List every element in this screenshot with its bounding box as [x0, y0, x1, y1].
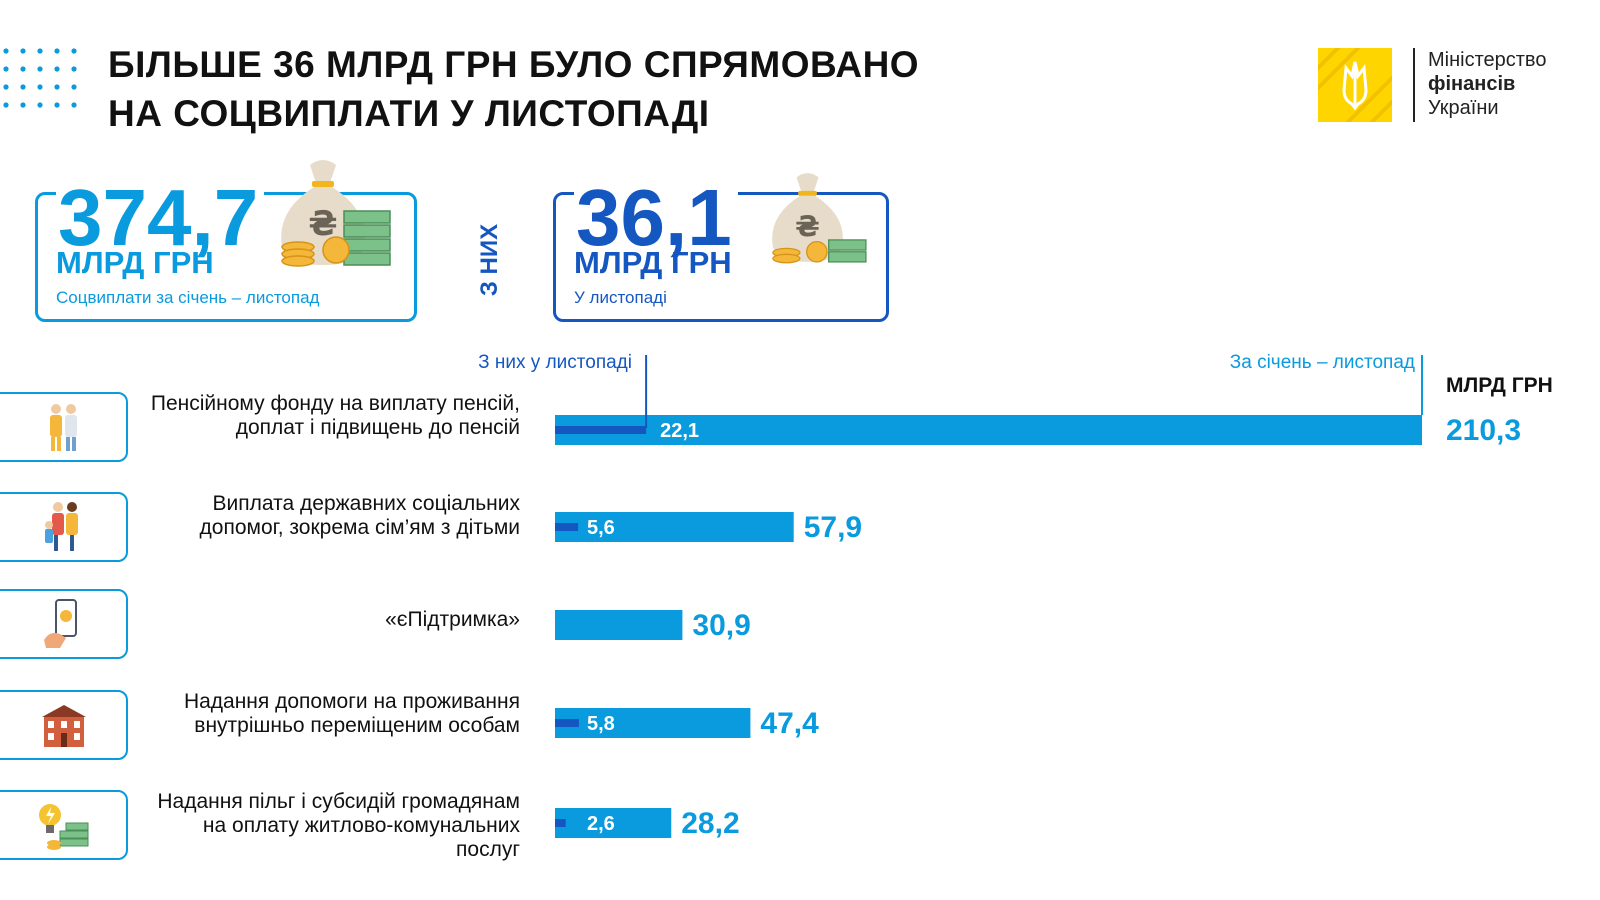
phone-payment-icon — [44, 599, 77, 648]
data-label-november: 5,6 — [587, 517, 615, 539]
category-label-3: «єПідтримка» — [385, 608, 520, 631]
logo-line-3: України — [1428, 97, 1499, 119]
category-label-2: Виплата державних соціальних допомог, зо… — [199, 492, 520, 539]
november-unit: МЛРД ГРН — [574, 245, 732, 280]
category-icon-box — [0, 690, 128, 760]
data-label-november: 2,6 — [587, 813, 615, 835]
data-label-november: 5,8 — [587, 713, 615, 735]
decorative-dots — [3, 48, 77, 108]
ministry-emblem-icon — [1318, 48, 1392, 122]
ministry-logo-text: Міністерство фінансів України — [1428, 48, 1546, 120]
logo-separator — [1413, 48, 1415, 122]
bar-november — [555, 719, 579, 727]
data-label-ytd: 210,3 — [1446, 414, 1521, 447]
category-icon-box — [0, 589, 128, 659]
svg-text:₴: ₴ — [795, 210, 820, 244]
bar-november — [555, 426, 647, 434]
category-label-1: Пенсійному фонду на виплату пенсій, допл… — [150, 392, 520, 439]
elderly-couple-icon — [50, 404, 77, 451]
data-label-ytd: 47,4 — [760, 707, 819, 740]
total-value: 374,7 — [56, 173, 265, 263]
category-icon-box — [0, 790, 128, 860]
logo-line-1: Міністерство — [1428, 49, 1547, 71]
bar-ytd — [555, 808, 672, 838]
money-bag-icon: ₴ — [772, 173, 867, 264]
november-value: 36,1 — [574, 173, 738, 263]
legend-ytd: За січень – листопад — [1229, 352, 1415, 373]
category-label-4: Надання допомоги на проживання внутрішнь… — [183, 690, 520, 737]
bar-ytd — [555, 708, 751, 738]
money-bag-icon: ₴ — [281, 160, 391, 267]
november-stat-card: 36,1 МЛРД ГРН У листопаді ₴ — [553, 173, 889, 322]
page-title: БІЛЬШЕ 36 МЛРД ГРН БУЛО СПРЯМОВАНО НА СО… — [108, 40, 919, 138]
total-desc: Соцвиплати за січень – листопад — [56, 288, 320, 307]
total-unit: МЛРД ГРН — [56, 245, 214, 280]
category-icon-box — [0, 492, 128, 562]
house-icon — [42, 705, 86, 747]
bar-ytd — [555, 512, 794, 542]
unit-label: МЛРД ГРН — [1446, 374, 1553, 397]
category-label-5: Надання пільг і субсидій громадянам на о… — [157, 790, 520, 861]
title-line-2: НА СОЦВИПЛАТИ У ЛИСТОПАДІ — [108, 93, 710, 134]
utilities-icon — [39, 804, 89, 850]
category-icon-box — [0, 392, 128, 462]
of-them-label: З НИХ — [476, 223, 503, 297]
bar-november — [555, 523, 579, 531]
title-line-1: БІЛЬШЕ 36 МЛРД ГРН БУЛО СПРЯМОВАНО — [108, 44, 920, 85]
november-desc: У листопаді — [574, 288, 667, 307]
bar-ytd — [555, 610, 683, 640]
logo-line-2: фінансів — [1428, 73, 1516, 95]
bar-november — [555, 819, 566, 827]
data-label-november: 22,1 — [660, 420, 699, 442]
family-icon — [45, 502, 78, 551]
data-label-ytd: 28,2 — [681, 807, 739, 840]
total-stat-card: 374,7 МЛРД ГРН Соцвиплати за січень – ли… — [35, 160, 417, 322]
legend-november: З них у листопаді — [478, 352, 632, 373]
data-label-ytd: 57,9 — [804, 511, 862, 544]
bar-ytd — [555, 415, 1422, 445]
data-label-ytd: 30,9 — [692, 609, 750, 642]
